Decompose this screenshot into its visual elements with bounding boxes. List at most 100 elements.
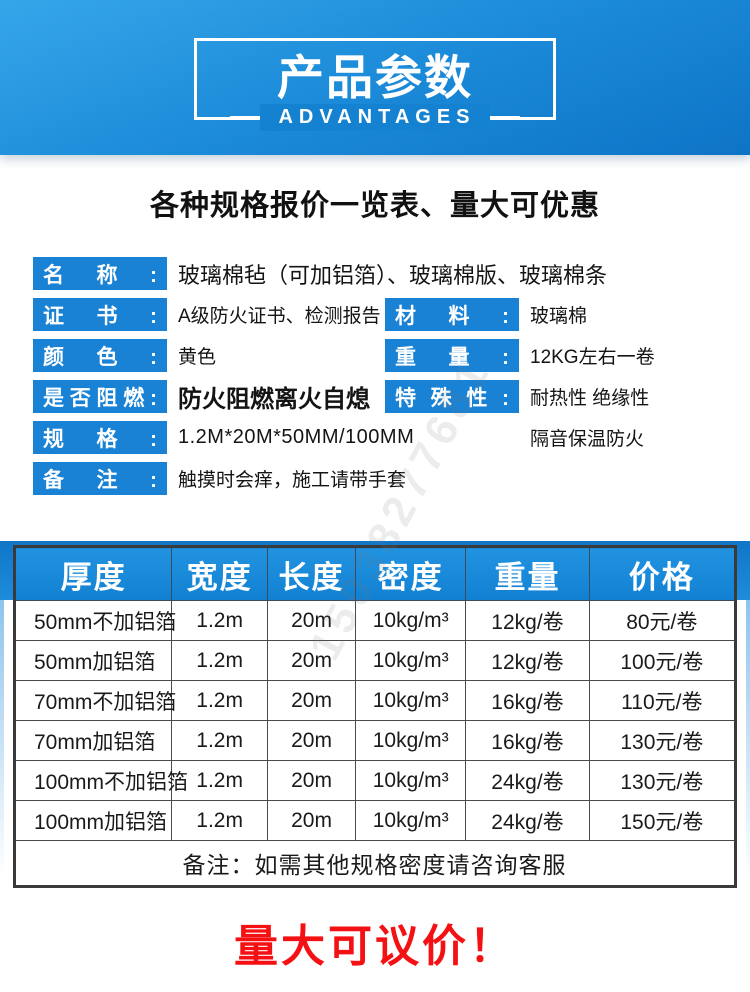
- banner-subtitle: ADVANTAGES: [260, 104, 490, 131]
- cell-width: 1.2m: [171, 800, 269, 841]
- spec-value: 12KG左右一卷: [530, 347, 655, 368]
- panel-edge-right: [746, 600, 750, 878]
- cell-width: 1.2m: [171, 680, 269, 721]
- spec-label: 材料:: [395, 304, 509, 328]
- cell-density: 10kg/m³: [355, 680, 467, 721]
- banner-title-box: 产品参数 ADVANTAGES: [194, 38, 556, 131]
- spec-pair: 备注: 触摸时会痒，施工请带手套: [33, 462, 406, 495]
- cell-weight: 16kg/卷: [465, 720, 590, 761]
- spec-row-certificate-material: 证书: A级防火证书、检测报告 材料: 玻璃棉: [33, 298, 750, 331]
- spec-value: A级防火证书、检测报告: [178, 306, 381, 327]
- cell-width: 1.2m: [171, 720, 269, 761]
- spec-pair: 是否阻燃: 防火阻燃离火自熄: [33, 379, 385, 414]
- cell-length: 20m: [267, 720, 357, 761]
- spec-label: 特殊性:: [395, 386, 509, 410]
- col-header-length: 长度: [267, 546, 357, 601]
- spec-value: 玻璃棉毡（可加铝箔）、玻璃棉版、玻璃棉条: [178, 262, 608, 288]
- spec-label-chip: 名称:: [33, 257, 167, 290]
- spec-pair: 重量: 12KG左右一卷: [385, 339, 750, 372]
- spec-value: 黄色: [178, 347, 217, 368]
- cell-density: 10kg/m³: [355, 800, 467, 841]
- col-header-density: 密度: [355, 546, 467, 601]
- spec-row-name: 名称: 玻璃棉毡（可加铝箔）、玻璃棉版、玻璃棉条: [33, 257, 750, 290]
- specs-list: 名称: 玻璃棉毡（可加铝箔）、玻璃棉版、玻璃棉条 证书: A级防火证书、检测报告…: [33, 257, 750, 495]
- table-header-row: 厚度 宽度 长度 密度 重量 价格: [13, 546, 737, 601]
- cell-thickness: 70mm不加铝箔: [13, 680, 176, 721]
- spec-row-flame-special: 是否阻燃: 防火阻燃离火自熄 特殊性: 耐热性 绝缘性: [33, 380, 750, 413]
- cell-thickness: 50mm不加铝箔: [13, 600, 176, 641]
- spec-label: 备注:: [43, 468, 157, 492]
- spec-value: 触摸时会痒，施工请带手套: [178, 470, 407, 491]
- spec-value: 隔音保温防火: [530, 429, 645, 450]
- spec-pair: 名称: 玻璃棉毡（可加铝箔）、玻璃棉版、玻璃棉条: [33, 257, 607, 290]
- price-table: 厚度 宽度 长度 密度 重量 价格 50mm不加铝箔 1.2m 20m 10kg…: [13, 545, 737, 888]
- spec-value: 耐热性 绝缘性: [530, 388, 650, 409]
- table-row: 70mm不加铝箔 1.2m 20m 10kg/m³ 16kg/卷 110元/卷: [13, 680, 737, 721]
- cell-weight: 12kg/卷: [465, 600, 590, 641]
- cell-density: 10kg/m³: [355, 760, 467, 801]
- spec-value: 玻璃棉: [530, 306, 588, 327]
- cell-length: 20m: [267, 680, 357, 721]
- spec-pair: 隔音保温防火: [385, 421, 750, 454]
- cell-length: 20m: [267, 800, 357, 841]
- cell-weight: 24kg/卷: [465, 800, 590, 841]
- cell-thickness: 50mm加铝箔: [13, 640, 173, 681]
- table-note-row: 备注：如需其他规格密度请咨询客服: [14, 840, 736, 887]
- spec-pair: 规格: 1.2M*20M*50MM/100MM: [33, 421, 414, 454]
- spec-pair: 特殊性: 耐热性 绝缘性: [385, 380, 750, 413]
- spec-label: 颜色:: [43, 345, 157, 369]
- col-header-weight: 重量: [465, 546, 590, 601]
- spec-row-size: 规格: 1.2M*20M*50MM/100MM 隔音保温防火: [33, 421, 750, 454]
- price-table-panel: 厚度 宽度 长度 密度 重量 价格 50mm不加铝箔 1.2m 20m 10kg…: [0, 541, 750, 888]
- cell-thickness: 100mm不加铝箔: [13, 760, 188, 801]
- cell-density: 10kg/m³: [355, 600, 467, 641]
- table-row: 50mm不加铝箔 1.2m 20m 10kg/m³ 12kg/卷 80元/卷: [13, 600, 737, 641]
- cell-thickness: 100mm加铝箔: [13, 800, 173, 841]
- spec-label-chip: 证书:: [33, 298, 167, 331]
- spec-pair: 颜色: 黄色: [33, 339, 385, 372]
- banner: 产品参数 ADVANTAGES: [0, 0, 750, 155]
- cell-price: 80元/卷: [588, 600, 737, 641]
- cell-length: 20m: [267, 640, 357, 681]
- cell-weight: 16kg/卷: [465, 680, 590, 721]
- spec-pair: 证书: A级防火证书、检测报告: [33, 298, 385, 331]
- spec-label: 重量:: [395, 345, 509, 369]
- spec-row-color-weight: 颜色: 黄色 重量: 12KG左右一卷: [33, 339, 750, 372]
- cell-thickness: 70mm加铝箔: [13, 720, 173, 761]
- subtitle-dash-left: [230, 115, 261, 120]
- cell-density: 10kg/m³: [355, 640, 467, 681]
- table-row: 70mm加铝箔 1.2m 20m 10kg/m³ 16kg/卷 130元/卷: [13, 720, 737, 761]
- cell-width: 1.2m: [171, 600, 269, 641]
- col-header-width: 宽度: [171, 546, 269, 601]
- cell-price: 130元/卷: [588, 760, 737, 801]
- table-note: 备注：如需其他规格密度请咨询客服: [14, 840, 736, 887]
- spec-label: 名称:: [43, 263, 157, 287]
- spec-label-chip: 特殊性:: [385, 380, 519, 413]
- cell-width: 1.2m: [171, 640, 269, 681]
- table-row: 50mm加铝箔 1.2m 20m 10kg/m³ 12kg/卷 100元/卷: [13, 640, 737, 681]
- cell-length: 20m: [267, 600, 357, 641]
- spec-label: 规格:: [43, 427, 157, 451]
- spec-row-remark: 备注: 触摸时会痒，施工请带手套: [33, 462, 750, 495]
- cell-price: 110元/卷: [588, 680, 737, 721]
- section-heading: 各种规格报价一览表、量大可优惠: [149, 190, 600, 222]
- spec-label-chip: 是否阻燃:: [33, 380, 167, 413]
- table-row: 100mm加铝箔 1.2m 20m 10kg/m³ 24kg/卷 150元/卷: [13, 800, 737, 841]
- col-header-price: 价格: [588, 546, 737, 601]
- table-row: 100mm不加铝箔 1.2m 20m 10kg/m³ 24kg/卷 130元/卷: [13, 760, 737, 801]
- spec-pair: 材料: 玻璃棉: [385, 298, 750, 331]
- spec-label: 证书:: [43, 304, 157, 328]
- cell-weight: 12kg/卷: [465, 640, 590, 681]
- cell-width: 1.2m: [171, 760, 269, 801]
- spec-label-chip: 材料:: [385, 298, 519, 331]
- col-header-thickness: 厚度: [13, 546, 173, 601]
- spec-label-chip: 重量:: [385, 339, 519, 372]
- spec-value: 1.2M*20M*50MM/100MM: [178, 426, 415, 448]
- cell-price: 150元/卷: [588, 800, 737, 841]
- spec-value: 防火阻燃离火自熄: [178, 386, 370, 413]
- page-title: 产品参数: [277, 51, 473, 104]
- spec-label: 是否阻燃:: [43, 386, 157, 410]
- panel-edge-left: [0, 600, 4, 878]
- cell-price: 100元/卷: [588, 640, 737, 681]
